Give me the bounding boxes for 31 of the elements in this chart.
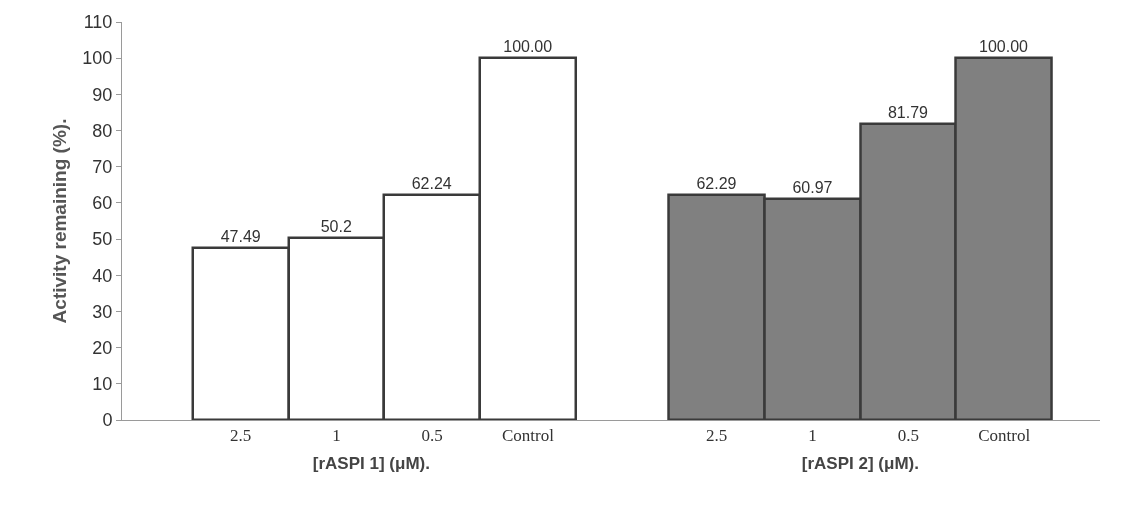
x-tick-label: 0.5 [421, 426, 443, 446]
x-tick-label: 0.5 [897, 426, 919, 446]
x-axis-title: [rASPI 1] (μM). [312, 453, 430, 473]
y-tick-label: 10 [92, 374, 113, 395]
y-tick-label: 20 [92, 337, 113, 358]
data-label: 81.79 [887, 103, 929, 121]
y-tick-label: 80 [92, 120, 113, 141]
data-label: 47.49 [220, 227, 261, 245]
y-axis-title: Activity remaining (%). [49, 118, 71, 324]
x-tick-label: 2.5 [230, 426, 252, 446]
y-tick-label: 0 [102, 410, 113, 431]
data-label: 62.29 [696, 174, 737, 192]
y-tick-label: 50 [92, 229, 113, 250]
data-label: 100.00 [503, 37, 553, 55]
x-tick-label: Control [501, 426, 555, 446]
x-tick-label: Control [978, 426, 1031, 446]
data-label: 100.00 [979, 37, 1029, 55]
y-tick-label: 100 [82, 48, 113, 69]
y-tick-label: 70 [92, 157, 113, 178]
x-tick-label: 1 [332, 426, 341, 446]
x-tick-label: 2.5 [705, 426, 728, 446]
y-tick-label: 40 [92, 265, 113, 286]
y-tick-label: 90 [92, 84, 113, 105]
data-label: 50.2 [320, 217, 352, 235]
data-label: 62.24 [411, 174, 452, 192]
y-tick-label: 60 [92, 193, 113, 214]
x-tick-label: 1 [808, 426, 817, 446]
y-tick-label: 110 [83, 12, 113, 33]
data-label: 60.97 [792, 178, 833, 196]
y-tick-label: 30 [92, 301, 113, 322]
x-axis-title: [rASPI 2] (μM). [801, 453, 919, 473]
